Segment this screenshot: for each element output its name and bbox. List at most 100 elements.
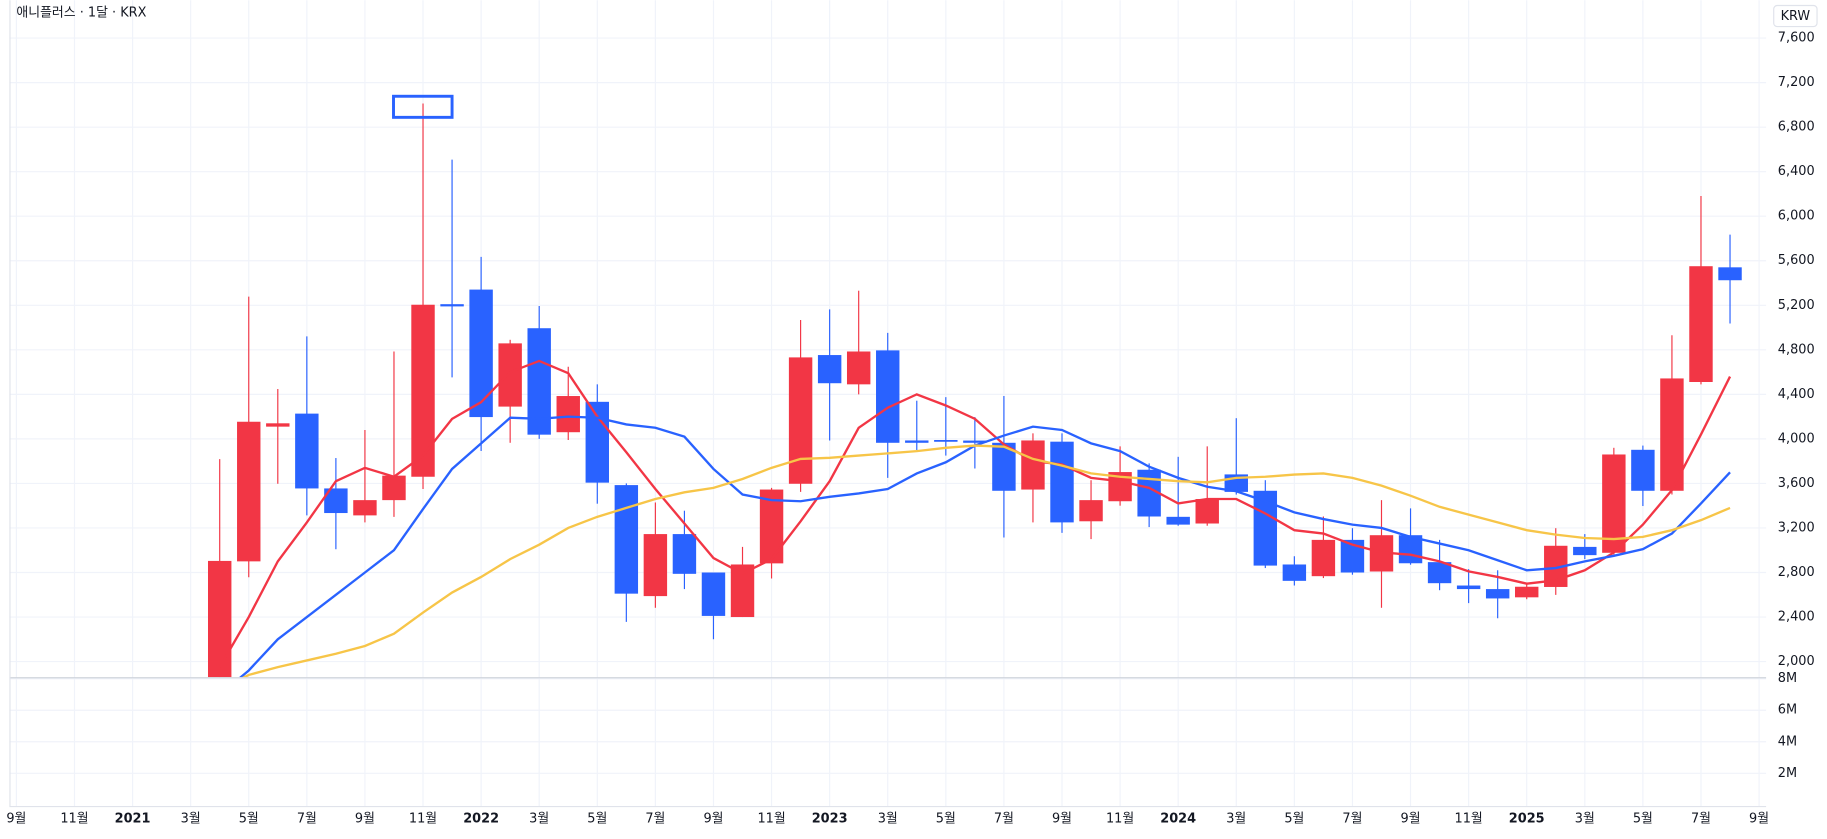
x-tick-label: 5월 <box>239 811 259 826</box>
y-tick-label: 3,600 <box>1778 476 1815 491</box>
candle-body <box>1021 440 1045 490</box>
x-tick-label: 2022 <box>463 811 499 826</box>
candle-body <box>1515 586 1539 598</box>
y-tick-label: 4,800 <box>1778 342 1815 357</box>
candle-body <box>382 475 406 501</box>
x-tick-label: 7월 <box>994 811 1014 826</box>
candle-body <box>759 489 784 564</box>
candle-body <box>1079 500 1103 522</box>
candle-body <box>1195 499 1219 524</box>
x-tick-label: 9월 <box>703 811 723 826</box>
x-tick-label: 3월 <box>529 811 549 826</box>
candle-body <box>556 396 580 433</box>
x-tick-label: 11월 <box>1106 811 1134 826</box>
x-tick-label: 11월 <box>60 811 88 826</box>
chart-title: 애니플러스 · 1달 · KRX <box>16 6 146 21</box>
volume-tick-label: 4M <box>1778 734 1797 749</box>
x-tick-label: 3월 <box>1226 811 1246 826</box>
x-tick-label: 11월 <box>409 811 437 826</box>
candle-body <box>1689 266 1713 383</box>
moving-average-line <box>218 359 1732 668</box>
candle-body <box>440 304 464 307</box>
x-tick-label: 2024 <box>1160 811 1196 826</box>
y-tick-label: 7,600 <box>1778 31 1815 46</box>
candle-body <box>498 343 522 407</box>
y-tick-label: 6,000 <box>1778 209 1815 224</box>
candle-body <box>876 350 900 443</box>
candle-body <box>295 413 319 489</box>
candle-body <box>846 351 871 385</box>
volume-tick-label: 8M <box>1778 671 1797 686</box>
candle-body <box>1573 546 1597 556</box>
x-tick-label: 11월 <box>1455 811 1483 826</box>
y-tick-label: 3,200 <box>1778 520 1815 535</box>
currency-box <box>1773 4 1818 28</box>
x-tick-label: 9월 <box>1749 811 1769 826</box>
y-tick-label: 4,000 <box>1778 431 1815 446</box>
candle-body <box>353 500 377 516</box>
x-tick-label: 9월 <box>355 811 375 826</box>
x-tick-label: 3월 <box>878 811 898 826</box>
candle-body <box>1137 469 1161 517</box>
x-tick-label: 3월 <box>181 811 201 826</box>
candle-body <box>992 442 1016 491</box>
candle-body <box>817 355 842 384</box>
y-tick-label: 2,400 <box>1778 610 1815 625</box>
x-tick-label: 2025 <box>1509 811 1545 826</box>
x-tick-label: 7월 <box>297 811 317 826</box>
candle-body <box>701 572 726 616</box>
candle-body <box>1282 564 1307 581</box>
candle-body <box>1050 441 1074 523</box>
candle-body <box>411 304 435 477</box>
y-tick-label: 7,200 <box>1778 75 1815 90</box>
candle-body <box>266 423 290 427</box>
x-tick-label: 7월 <box>1691 811 1711 826</box>
candle-body <box>730 564 755 618</box>
x-tick-label: 2021 <box>115 811 151 826</box>
volume-tick-label: 6M <box>1778 703 1797 718</box>
candle-body <box>614 485 639 594</box>
axes: 2,000 2,400 2,800 3,200 3,600 4,000 4,400 4,800… <box>6 31 1814 827</box>
candle-body <box>469 289 493 418</box>
currency-label: KRW <box>1781 9 1811 24</box>
y-tick-label: 6,400 <box>1778 164 1815 179</box>
candle-body <box>1631 449 1655 491</box>
y-tick-label: 5,200 <box>1778 298 1815 313</box>
candle-body <box>237 421 261 562</box>
x-tick-label: 2023 <box>812 811 848 826</box>
x-tick-label: 7월 <box>1342 811 1362 826</box>
x-tick-label: 9월 <box>1052 811 1072 826</box>
highlight-box <box>392 94 454 119</box>
candle-body <box>324 488 348 514</box>
y-tick-label: 4,400 <box>1778 387 1815 402</box>
x-tick-label: 5월 <box>587 811 607 826</box>
y-tick-label: 2,000 <box>1778 654 1815 669</box>
candle-body <box>527 328 551 435</box>
candle-body <box>788 357 813 484</box>
candle-body <box>1485 589 1510 599</box>
candle-body <box>1660 378 1684 491</box>
y-tick-label: 2,800 <box>1778 565 1815 580</box>
x-tick-label: 9월 <box>6 811 26 826</box>
candle-body <box>963 440 987 443</box>
candle-body <box>1602 454 1626 553</box>
candle-body <box>1456 585 1481 590</box>
moving-average-line <box>241 444 1731 678</box>
candle-body <box>1311 539 1336 577</box>
x-tick-label: 11월 <box>757 811 785 826</box>
candle-body <box>585 401 609 483</box>
left-margin <box>0 0 10 839</box>
candle-body <box>1166 516 1190 525</box>
candle-body <box>1340 539 1365 573</box>
x-tick-label: 5월 <box>1633 811 1653 826</box>
y-tick-label: 5,600 <box>1778 253 1815 268</box>
x-tick-label: 3월 <box>1575 811 1595 826</box>
candle-body <box>905 440 929 443</box>
candle-body <box>643 534 668 597</box>
candle-body <box>1427 562 1452 584</box>
candle-body <box>1718 267 1742 281</box>
price-pane <box>207 103 1742 678</box>
x-tick-label: 9월 <box>1401 811 1421 826</box>
